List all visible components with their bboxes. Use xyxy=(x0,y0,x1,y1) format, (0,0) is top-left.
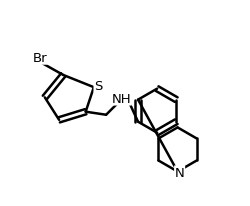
Text: S: S xyxy=(94,80,102,93)
Text: NH: NH xyxy=(111,92,131,105)
Text: Br: Br xyxy=(32,52,47,65)
Text: N: N xyxy=(174,166,184,179)
